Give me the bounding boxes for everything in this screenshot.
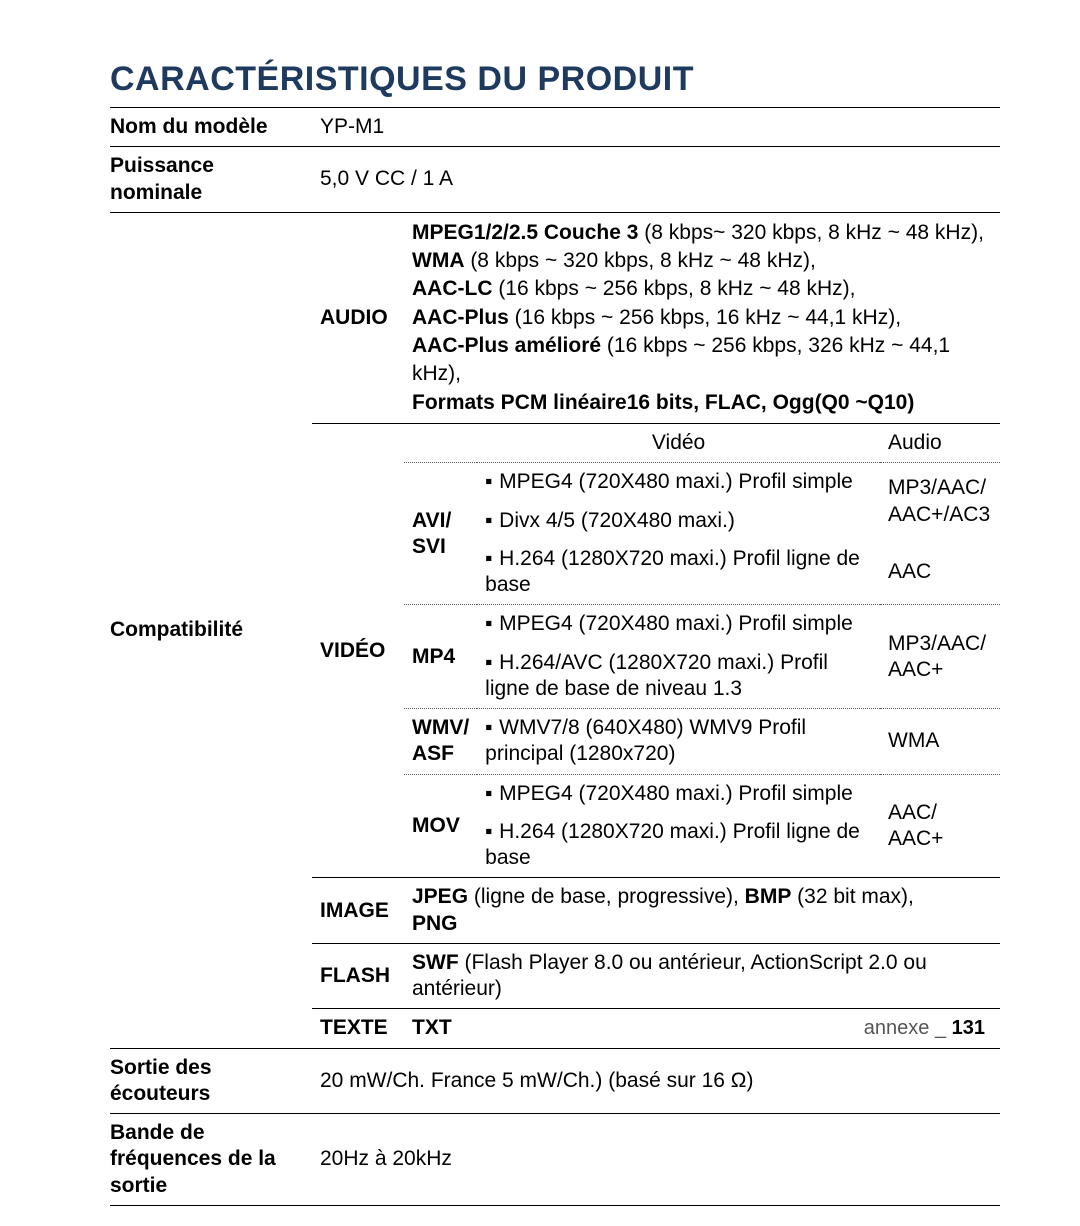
avi-a3: AAC <box>880 540 1000 605</box>
video-hdr-audio: Audio <box>880 424 1000 463</box>
video-subtable: Vidéo Audio AVI/ SVI ▪MPEG4 (720X480 max… <box>404 424 1000 877</box>
cat-text: TEXTE <box>312 1009 404 1048</box>
mp4-r1: ▪MPEG4 (720X480 maxi.) Profil simple <box>477 605 880 644</box>
fmt-mp4: MP4 <box>404 605 477 709</box>
cat-image: IMAGE <box>312 878 404 944</box>
row-freq-label: Bande de fréquences de la sortie <box>110 1114 312 1206</box>
wmv-r1: ▪WMV7/8 (640X480) WMV9 Profil principal … <box>477 709 880 775</box>
row-model-value: YP-M1 <box>312 108 1000 147</box>
mov-r2: ▪H.264 (1280X720 maxi.) Profil ligne de … <box>477 813 880 878</box>
row-model-label: Nom du modèle <box>110 108 312 147</box>
fmt-wmv: WMV/ ASF <box>404 709 477 775</box>
cat-audio: AUDIO <box>312 212 404 423</box>
avi-r2: ▪Divx 4/5 (720X480 maxi.) <box>477 502 880 540</box>
row-earphone-label: Sortie des écouteurs <box>110 1048 312 1114</box>
video-fmt-blank <box>404 424 477 463</box>
spec-table: Nom du modèle YP-M1 Puissance nominale 5… <box>110 108 1000 1206</box>
avi-r3: ▪H.264 (1280X720 maxi.) Profil ligne de … <box>477 540 880 605</box>
cat-video: VIDÉO <box>312 424 404 878</box>
cat-flash: FLASH <box>312 943 404 1009</box>
fmt-mov: MOV <box>404 774 477 877</box>
audio-specs: MPEG1/2/2.5 Couche 3 (8 kbps~ 320 kbps, … <box>404 212 1000 423</box>
row-power-label: Puissance nominale <box>110 147 312 213</box>
page-footer: annexe _ 131 <box>864 1017 985 1040</box>
mp4-a1: MP3/AAC/ AAC+ <box>880 605 1000 709</box>
mp4-r2: ▪H.264/AVC (1280X720 maxi.) Profil ligne… <box>477 644 880 709</box>
mov-a1: AAC/ AAC+ <box>880 774 1000 877</box>
wmv-a1: WMA <box>880 709 1000 775</box>
row-power-value: 5,0 V CC / 1 A <box>312 147 1000 213</box>
avi-a1: MP3/AAC/ AAC+/AC3 <box>880 463 1000 540</box>
row-earphone-value: 20 mW/Ch. France 5 mW/Ch.) (basé sur 16 … <box>312 1048 1000 1114</box>
fmt-avi: AVI/ SVI <box>404 463 477 605</box>
page-title: CARACTÉRISTIQUES DU PRODUIT <box>110 60 1000 99</box>
mov-r1: ▪MPEG4 (720X480 maxi.) Profil simple <box>477 774 880 813</box>
flash-specs: SWF (Flash Player 8.0 ou antérieur, Acti… <box>404 943 1000 1009</box>
image-specs: JPEG (ligne de base, progressive), BMP (… <box>404 878 1000 944</box>
row-freq-value: 20Hz à 20kHz <box>312 1114 1000 1206</box>
row-compat-label: Compatibilité <box>110 212 312 1048</box>
avi-r1: ▪MPEG4 (720X480 maxi.) Profil simple <box>477 463 880 502</box>
video-hdr-video: Vidéo <box>477 424 880 463</box>
